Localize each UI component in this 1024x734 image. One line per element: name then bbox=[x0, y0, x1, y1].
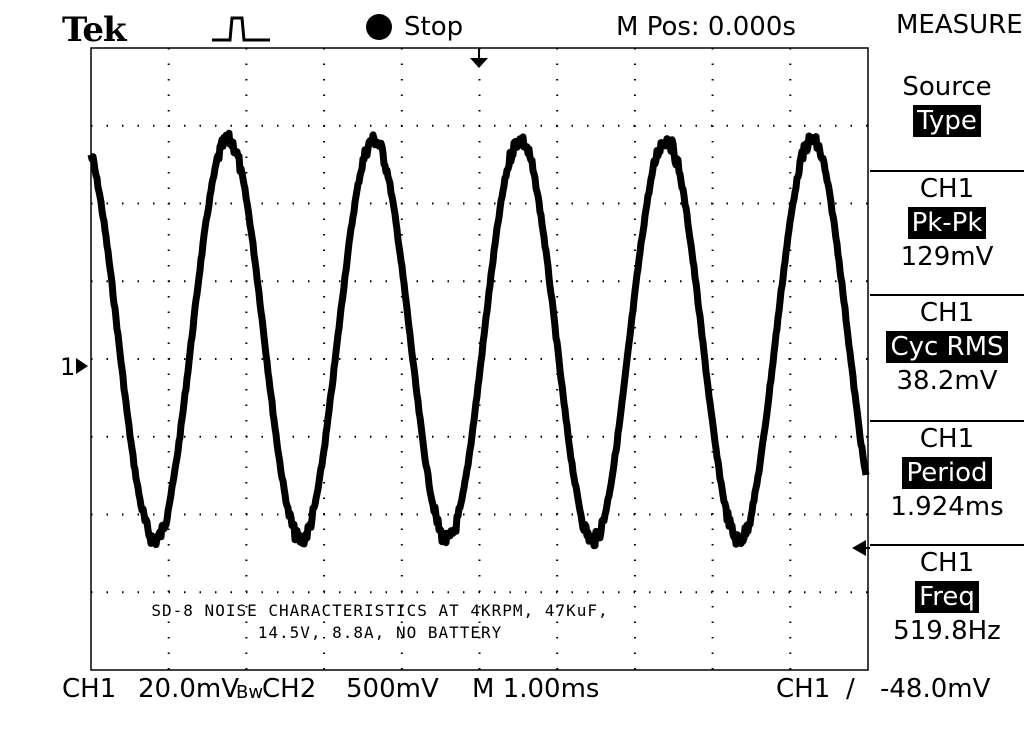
status-bar: CH1 20.0mV Bw CH2 500mV M 1.00ms CH1 / -… bbox=[0, 674, 1024, 714]
run-stop-label: Stop bbox=[404, 12, 464, 42]
measurement-type: Freq bbox=[915, 581, 979, 613]
measurement-type: Pk-Pk bbox=[907, 207, 987, 239]
measurement-slot-3[interactable]: CH1 Period 1.924ms bbox=[870, 420, 1024, 524]
menu-source-type-button[interactable]: Source Type bbox=[870, 70, 1024, 138]
ch1-label: CH1 bbox=[62, 674, 117, 704]
measurement-value: 129mV bbox=[900, 242, 994, 272]
trigger-position-icon bbox=[470, 48, 488, 68]
measurement-channel: CH1 bbox=[919, 424, 975, 454]
measurement-value: 1.924ms bbox=[890, 492, 1004, 522]
measurement-slot-1[interactable]: CH1 Pk-Pk 129mV bbox=[870, 170, 1024, 274]
screen-annotation: SD-8 NOISE CHARACTERISTICS AT 4KRPM, 47K… bbox=[120, 600, 640, 644]
ch1-scale: 20.0mV bbox=[138, 674, 240, 704]
annotation-line-2: 14.5V, 8.8A, NO BATTERY bbox=[257, 623, 503, 642]
ch1-waveform bbox=[87, 129, 870, 550]
measurement-channel: CH1 bbox=[919, 298, 975, 328]
measurement-type: Period bbox=[902, 457, 992, 489]
measurement-value: 519.8Hz bbox=[893, 616, 1001, 646]
measurement-channel: CH1 bbox=[919, 548, 975, 578]
menu-title: MEASURE bbox=[896, 10, 1023, 40]
run-stop-status[interactable]: Stop bbox=[366, 12, 463, 42]
ch2-label: CH2 bbox=[262, 674, 317, 704]
measurement-slot-2[interactable]: CH1 Cyc RMS 38.2mV bbox=[870, 294, 1024, 398]
timebase-scale: M 1.00ms bbox=[472, 674, 600, 704]
bandwidth-limit-indicator: Bw bbox=[236, 682, 264, 703]
menu-type-label: Type bbox=[913, 105, 981, 137]
measurement-slot-4[interactable]: CH1 Freq 519.8Hz bbox=[870, 544, 1024, 648]
run-stop-dot-icon bbox=[366, 14, 392, 40]
brand-logo: Tek bbox=[62, 10, 127, 50]
ch1-ground-arrow-icon bbox=[76, 358, 88, 374]
measurement-channel: CH1 bbox=[919, 174, 975, 204]
ch2-scale: 500mV bbox=[346, 674, 439, 704]
trigger-channel: CH1 bbox=[776, 674, 831, 704]
trigger-slope-icon: / bbox=[846, 674, 855, 704]
annotation-line-1: SD-8 NOISE CHARACTERISTICS AT 4KRPM, 47K… bbox=[151, 601, 609, 620]
menu-source-label: Source bbox=[902, 72, 992, 102]
measurement-value: 38.2mV bbox=[896, 366, 998, 396]
measurement-type: Cyc RMS bbox=[886, 331, 1008, 363]
ch1-ground-marker: 1 bbox=[60, 353, 75, 381]
trigger-level: -48.0mV bbox=[880, 674, 991, 704]
pulse-trigger-icon bbox=[212, 16, 270, 42]
measure-side-menu: Source Type CH1 Pk-Pk 129mV CH1 Cyc RMS … bbox=[870, 44, 1024, 670]
horizontal-position: M Pos: 0.000s bbox=[616, 12, 796, 42]
